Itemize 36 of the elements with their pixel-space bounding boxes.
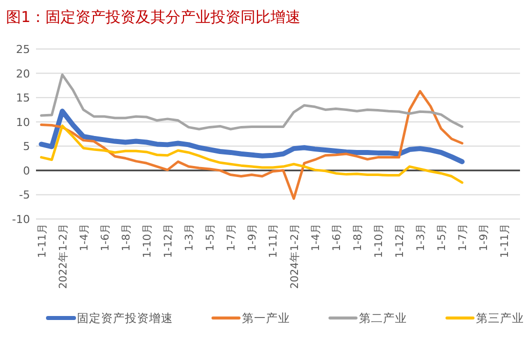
legend-label: 第三产业 (476, 311, 524, 325)
x-tick-label: 1-12月 (394, 223, 406, 258)
y-tick-label: 15 (16, 92, 30, 105)
y-tick-label: 25 (16, 43, 30, 56)
x-tick-label: 2022年1-2月 (57, 223, 70, 289)
x-tick-label: 1-5月 (204, 223, 217, 252)
chart-title: 图1：固定资产投资及其分产业投资同比增速 (6, 8, 301, 26)
x-tick-label: 1-4月 (310, 223, 322, 252)
x-tick-label: 1-10月 (372, 223, 385, 258)
x-tick-label: 1-5月 (436, 223, 448, 252)
x-tick-label: 1-11月 (268, 223, 280, 258)
x-tick-label: 1-7月 (457, 223, 470, 252)
y-tick-label: -10 (12, 213, 30, 226)
legend-label: 固定资产投资增速 (77, 311, 173, 325)
x-tick-label: 1-8月 (352, 223, 364, 252)
legend-label: 第一产业 (242, 311, 290, 325)
x-tick-label: 1-6月 (330, 223, 343, 252)
x-tick-label: 2024年1-2月 (288, 223, 301, 289)
x-tick-label: 1-9月 (246, 223, 259, 252)
x-tick-label: 1-12月 (162, 223, 175, 258)
y-tick-label: 10 (16, 116, 30, 129)
legend-label: 第二产业 (359, 311, 407, 325)
y-tick-label: 0 (23, 164, 30, 178)
x-tick-label: 1-3月 (415, 223, 428, 252)
x-tick-label: 1-8月 (120, 223, 132, 252)
y-tick-label: 5 (23, 140, 30, 154)
x-tick-label: 1-11月 (499, 223, 512, 258)
x-tick-label: 1-3月 (184, 223, 196, 252)
y-tick-label: -5 (19, 188, 30, 202)
x-tick-label: 1-11月 (36, 223, 48, 258)
x-tick-label: 1-7月 (226, 223, 238, 252)
x-tick-label: 1-6月 (99, 223, 112, 252)
x-tick-label: 1-4月 (78, 223, 90, 252)
y-tick-label: 20 (16, 67, 30, 80)
x-tick-label: 1-9月 (478, 223, 490, 252)
x-tick-label: 1-10月 (141, 223, 154, 258)
